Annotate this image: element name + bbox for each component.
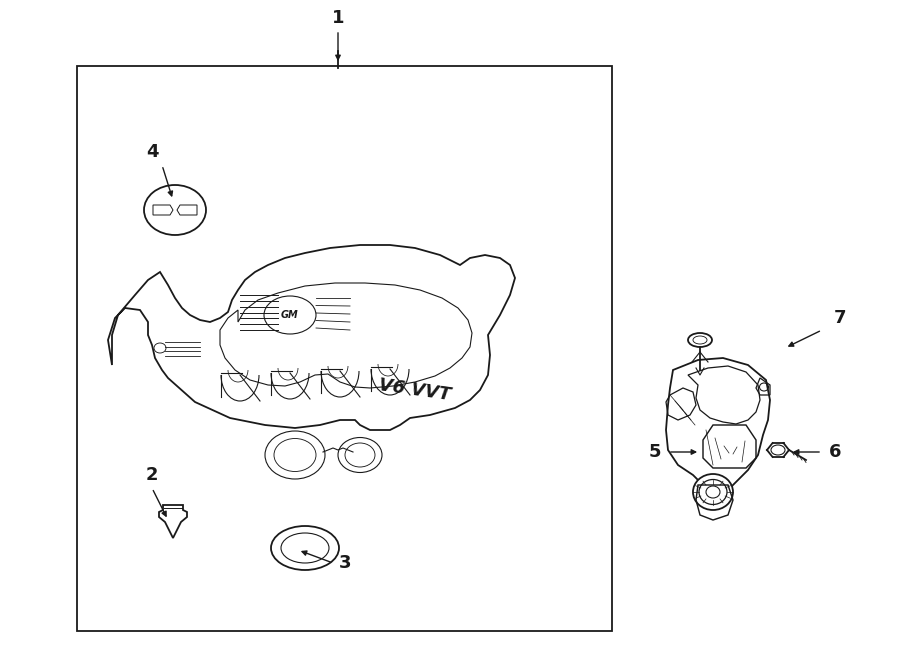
Ellipse shape xyxy=(144,185,206,235)
Text: 3: 3 xyxy=(338,554,351,572)
Text: 4: 4 xyxy=(146,143,158,161)
Polygon shape xyxy=(666,358,770,505)
Ellipse shape xyxy=(281,533,329,563)
Text: 6: 6 xyxy=(829,443,842,461)
Text: 5: 5 xyxy=(649,443,662,461)
Text: 2: 2 xyxy=(146,466,158,484)
Ellipse shape xyxy=(271,526,339,570)
Bar xyxy=(76,66,612,631)
Polygon shape xyxy=(159,505,187,538)
Text: 1: 1 xyxy=(332,9,344,27)
Text: V6 VVT: V6 VVT xyxy=(378,376,452,404)
Ellipse shape xyxy=(693,474,733,510)
Text: 7: 7 xyxy=(833,309,846,327)
Text: GM: GM xyxy=(281,310,299,320)
Ellipse shape xyxy=(688,333,712,347)
